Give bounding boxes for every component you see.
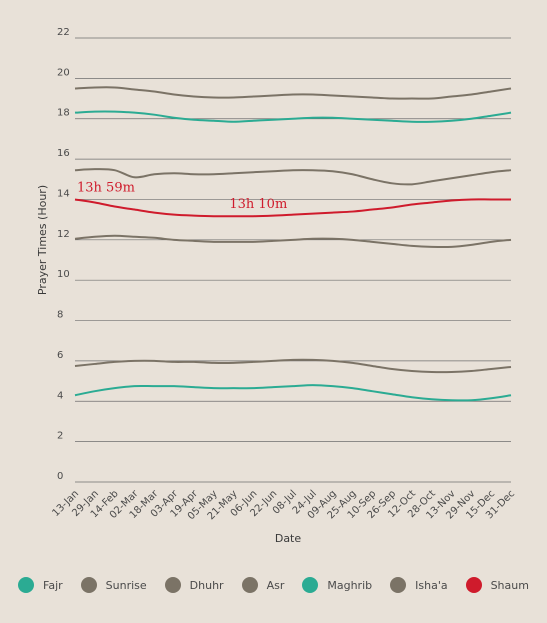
legend-item[interactable]: Fajr (18, 577, 63, 593)
y-tick-label: 10 (57, 269, 70, 280)
legend-label: Maghrib (327, 578, 373, 592)
legend-marker-icon (390, 577, 407, 593)
series-line-shaum (74, 198, 511, 218)
y-tick-label: 6 (57, 350, 63, 361)
chart-legend: Fajr Sunrise Dhuhr Asr Maghrib Isha'a Shaum (0, 573, 547, 597)
y-tick-label: 16 (57, 148, 70, 159)
y-tick-label: 12 (57, 229, 70, 240)
y-tick-label: 8 (57, 310, 63, 321)
y-tick-label: 20 (57, 67, 70, 78)
y-tick-label: 14 (57, 188, 70, 199)
legend-item[interactable]: Isha'a (390, 577, 448, 593)
legend-item[interactable]: Maghrib (302, 577, 372, 593)
legend-item[interactable]: Shaum (465, 577, 529, 593)
series-line-ishaa (74, 86, 512, 100)
legend-marker-icon (465, 577, 482, 593)
y-axis-title: Prayer Times (Hour) (36, 185, 49, 295)
y-tick-label: 2 (57, 431, 63, 442)
legend-marker-icon (18, 577, 35, 593)
legend-marker-icon (164, 577, 181, 593)
y-tick-label: 18 (57, 108, 70, 119)
legend-item[interactable]: Sunrise (80, 577, 147, 593)
legend-label: Fajr (43, 578, 63, 592)
legend-label: Dhuhr (189, 578, 224, 592)
legend-label: Isha'a (415, 578, 448, 592)
legend-marker-icon (80, 577, 97, 593)
chart-svg: 024681012141618202213-Jan29-Jan14-Feb02-… (36, 27, 517, 545)
x-axis-title: Date (275, 532, 302, 545)
y-tick-label: 0 (57, 471, 63, 482)
shaum-annotation: 13h 59m (77, 180, 135, 195)
y-tick-label: 22 (57, 27, 70, 38)
legend-label: Shaum (490, 578, 529, 592)
series-line-maghrib (74, 110, 512, 123)
series-line-fajr (74, 384, 512, 402)
y-tick-label: 4 (57, 390, 63, 401)
series-line-sunrise (74, 358, 512, 374)
legend-item[interactable]: Asr (241, 577, 285, 593)
series-line-asr (74, 168, 512, 186)
legend-label: Sunrise (105, 578, 147, 592)
legend-marker-icon (302, 577, 319, 593)
legend-item[interactable]: Dhuhr (164, 577, 224, 593)
shaum-annotation: 13h 10m (229, 197, 287, 212)
legend-marker-icon (241, 577, 258, 593)
legend-label: Asr (266, 578, 285, 592)
series-line-dhuhr (74, 234, 512, 249)
